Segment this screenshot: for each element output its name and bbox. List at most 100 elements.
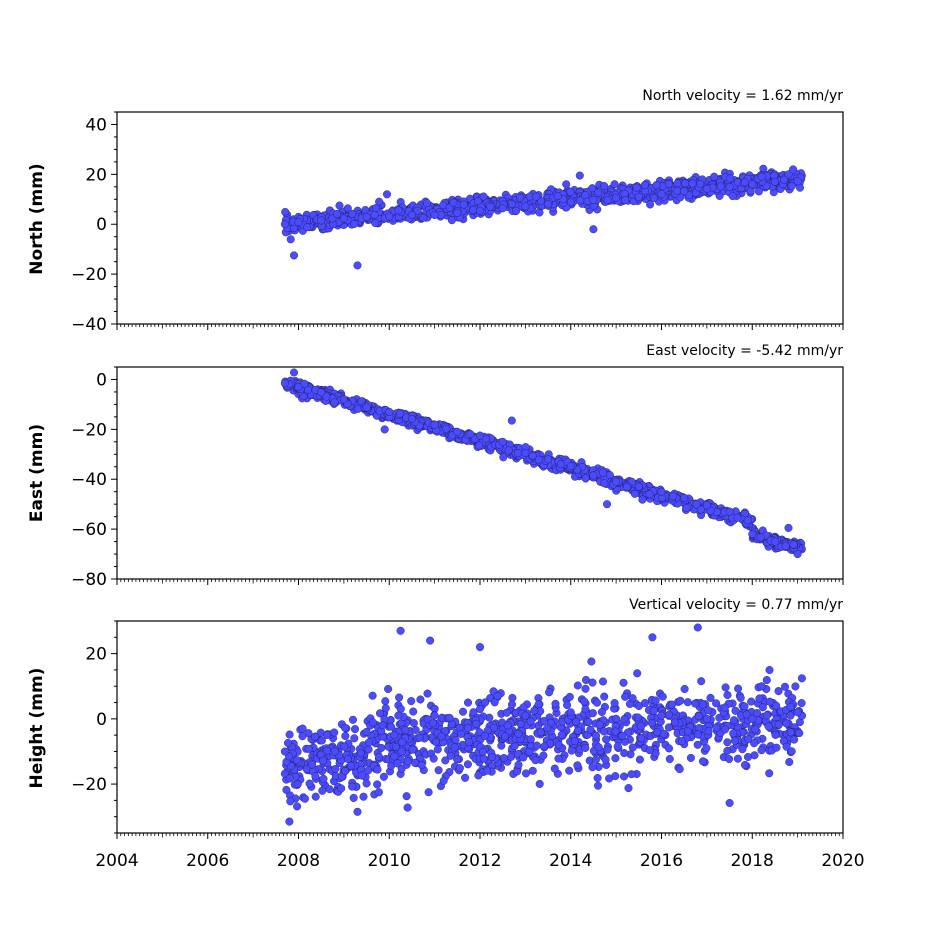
north-scatter-point [566,187,575,196]
north-scatter-point [333,209,342,218]
height-scatter-point [535,779,544,788]
height-scatter-point [390,731,399,740]
north-data-point [476,206,485,215]
height-scatter-point [493,691,502,700]
height-scatter-point [341,723,350,732]
height-scatter-point [702,744,711,753]
height-scatter-point [764,722,773,731]
height-scatter-point [377,743,386,752]
height-scatter-point [311,792,320,801]
north-scatter-point [632,183,641,192]
height-scatter-point [684,727,693,736]
east-y-tick-label: −60 [71,520,107,540]
height-scatter-point [431,738,440,747]
height-scatter-point [593,698,602,707]
height-scatter-point [393,759,402,768]
height-scatter-point [384,685,393,694]
height-scatter-point [641,699,650,708]
east-data-point [453,427,462,436]
north-plot-frame [116,111,844,325]
north-data-point [339,214,348,223]
height-scatter-point [581,684,590,693]
east-data-point [476,431,485,440]
height-scatter-point [628,743,637,752]
height-scatter-point [282,785,291,794]
height-scatter-point [613,742,622,751]
height-scatter-point [450,743,459,752]
height-scatter-point [600,692,609,701]
north-scatter-point [516,193,525,202]
height-x-tick-label: 2014 [549,851,592,871]
height-scatter-point [331,765,340,774]
height-scatter-point [786,728,795,737]
height-data-point [308,760,317,769]
east-scatter-point [599,468,608,477]
height-data-point [439,776,448,785]
height-scatter-point [733,754,742,763]
height-scatter-point [319,756,328,765]
height-data-point [353,807,362,816]
east-data-point [544,455,553,464]
north-data-point [544,200,553,209]
height-scatter-point [771,730,780,739]
north-y-tick-label: −40 [71,315,107,335]
height-data-point [612,714,621,723]
height-scatter-point [611,754,620,763]
height-scatter-point [481,698,490,707]
height-scatter-point [343,755,352,764]
height-scatter-point [359,792,368,801]
north-scatter-point [780,175,789,184]
height-scatter-point [610,699,619,708]
height-scatter-point [507,752,516,761]
height-scatter-point [599,677,608,686]
height-scatter-point [602,735,611,744]
height-data-point [430,711,439,720]
height-scatter-point [584,717,593,726]
east-scatter-point [630,489,639,498]
height-scatter-point [305,779,314,788]
north-scatter-point [664,179,673,188]
height-scatter-point [340,742,349,751]
height-scatter-point [765,769,774,778]
height-scatter-point [526,735,535,744]
height-scatter-point [451,736,460,745]
height-y-tick-label: 20 [85,645,107,665]
height-scatter-point [347,761,356,770]
north-data-point [566,198,575,207]
height-scatter-point [508,700,517,709]
east-data-point [362,403,371,412]
height-scatter-point [528,766,537,775]
vertical-velocity-title: Vertical velocity = 0.77 mm/yr [629,597,843,613]
east-scatter-point [534,455,543,464]
height-data-point [394,711,403,720]
height-scatter-point [391,742,400,751]
height-scatter-point [464,724,473,733]
height-scatter-point [374,788,383,797]
east-data-point [507,416,516,425]
north-scatter-point [716,182,725,191]
height-scatter-point [453,755,462,764]
north-y-tick-label: 0 [96,215,107,235]
east-data-point [603,500,612,509]
height-scatter-point [653,728,662,737]
height-scatter-point [605,774,614,783]
height-scatter-point [786,711,795,720]
height-scatter-point [423,689,432,698]
height-data-point [521,711,530,720]
height-scatter-point [665,744,674,753]
height-scatter-point [554,740,563,749]
height-data-point [426,636,435,645]
height-scatter-point [483,766,492,775]
height-scatter-point [670,718,679,727]
east-scatter-point [781,542,790,551]
height-scatter-point [429,754,438,763]
height-scatter-point [479,747,488,756]
height-data-point [396,626,405,635]
north-scatter-point [588,184,597,193]
east-data-point [280,379,289,388]
height-scatter-point [683,698,692,707]
east-axis-label: East (mm) [27,424,47,522]
height-scatter-point [463,760,472,769]
height-scatter-point [751,725,760,734]
